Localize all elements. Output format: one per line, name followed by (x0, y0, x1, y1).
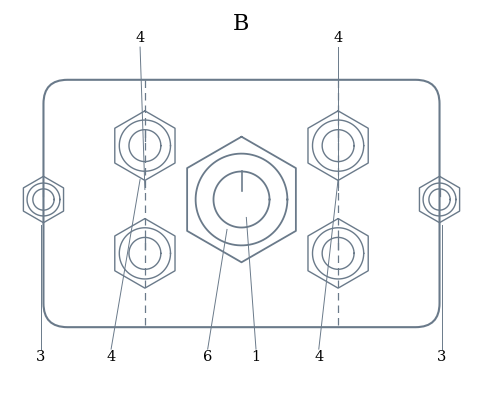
Text: 4: 4 (106, 350, 116, 364)
Text: 4: 4 (135, 31, 145, 45)
Text: B: B (233, 13, 250, 35)
Text: 4: 4 (314, 350, 324, 364)
Text: 3: 3 (36, 350, 46, 364)
Text: 6: 6 (203, 350, 213, 364)
FancyBboxPatch shape (43, 80, 440, 327)
Text: 4: 4 (333, 31, 343, 45)
Text: 1: 1 (252, 350, 260, 364)
Text: 3: 3 (437, 350, 447, 364)
